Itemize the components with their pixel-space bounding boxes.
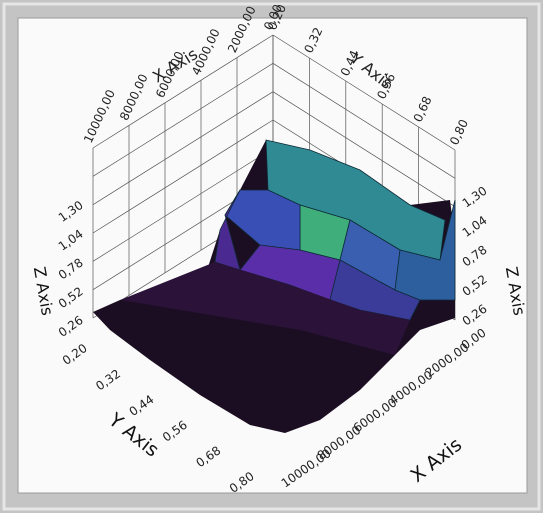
grid-line [272,63,456,179]
grid-line [92,91,274,205]
surface-patch [214,189,241,271]
grid-line [92,63,274,177]
grid-line [92,34,274,149]
grid-line [272,34,456,151]
grid-line [92,119,274,234]
surface-patch [120,262,410,355]
surface [93,139,456,433]
grid-line [92,148,274,262]
surface-patch [394,199,456,301]
grid-line [272,91,456,207]
